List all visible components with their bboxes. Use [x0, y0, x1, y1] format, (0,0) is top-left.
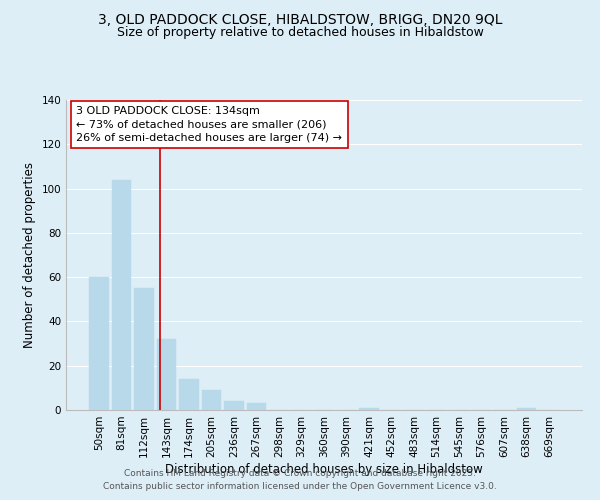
Bar: [224, 401, 244, 410]
Bar: [517, 408, 536, 410]
X-axis label: Distribution of detached houses by size in Hibaldstow: Distribution of detached houses by size …: [165, 462, 483, 475]
Bar: [202, 390, 221, 410]
Bar: [157, 339, 176, 410]
Bar: [89, 277, 109, 410]
Text: 3, OLD PADDOCK CLOSE, HIBALDSTOW, BRIGG, DN20 9QL: 3, OLD PADDOCK CLOSE, HIBALDSTOW, BRIGG,…: [98, 12, 502, 26]
Text: Size of property relative to detached houses in Hibaldstow: Size of property relative to detached ho…: [116, 26, 484, 39]
Text: Contains HM Land Registry data © Crown copyright and database right 2025.: Contains HM Land Registry data © Crown c…: [124, 468, 476, 477]
Bar: [179, 379, 199, 410]
Bar: [112, 180, 131, 410]
Bar: [247, 404, 266, 410]
Y-axis label: Number of detached properties: Number of detached properties: [23, 162, 36, 348]
Bar: [359, 408, 379, 410]
Bar: [134, 288, 154, 410]
Text: 3 OLD PADDOCK CLOSE: 134sqm
← 73% of detached houses are smaller (206)
26% of se: 3 OLD PADDOCK CLOSE: 134sqm ← 73% of det…: [76, 106, 343, 142]
Text: Contains public sector information licensed under the Open Government Licence v3: Contains public sector information licen…: [103, 482, 497, 491]
